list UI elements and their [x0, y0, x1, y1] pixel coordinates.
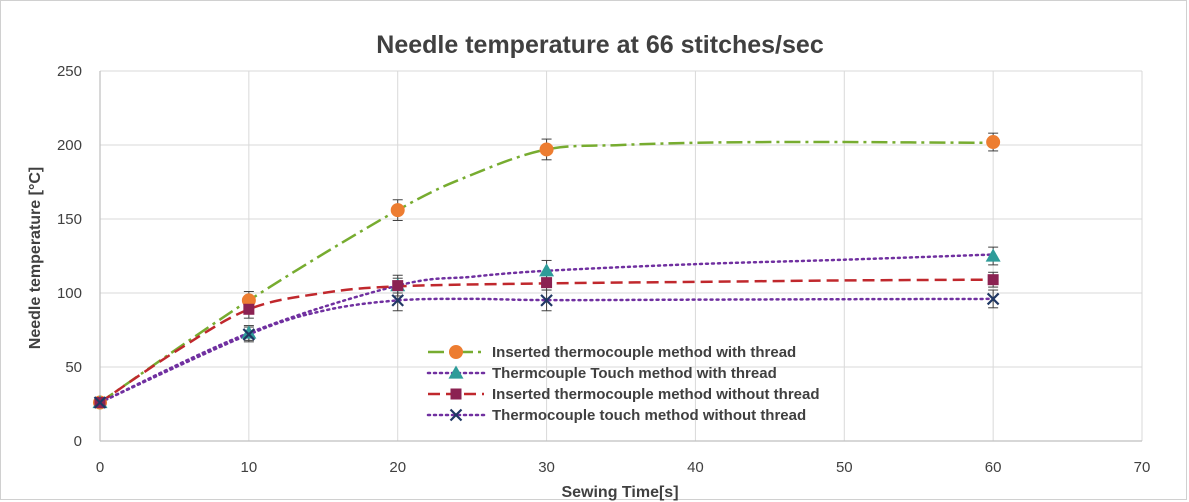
- x-tick-label: 70: [1134, 459, 1151, 476]
- data-point-s1-1: [241, 325, 257, 339]
- x-tick-labels: 0 10 20 30 40 50 60 70: [96, 459, 1151, 476]
- y-tick-label: 0: [74, 433, 82, 450]
- y-tick-label: 250: [57, 63, 82, 80]
- legend-label-0: Inserted thermocouple method with thread: [492, 344, 796, 361]
- y-tick-label: 50: [65, 359, 82, 376]
- legend-marker-0: [449, 345, 463, 359]
- y-tick-labels: 0 50 100 150 200 250: [57, 63, 82, 450]
- chart-title: Needle temperature at 66 stitches/sec: [376, 31, 824, 59]
- data-point-s2-3: [541, 277, 553, 289]
- x-marker-stroke: [986, 292, 1000, 306]
- data-point-s0-2: [390, 203, 405, 218]
- data-point-s3-3: [540, 294, 553, 307]
- x-marker-stroke: [449, 408, 463, 422]
- y-axis-title: Needle temperature [°C]: [27, 167, 44, 349]
- x-tick-label: 0: [96, 459, 104, 476]
- series-markers: [92, 135, 1001, 410]
- x-tick-label: 30: [538, 459, 555, 476]
- x-tick-label: 40: [687, 459, 704, 476]
- x-axis-title: Sewing Time[s]: [561, 484, 678, 501]
- data-point-s3-4: [986, 292, 1000, 306]
- x-marker-stroke: [93, 396, 107, 409]
- x-marker-stroke: [540, 294, 553, 307]
- x-tick-label: 10: [241, 459, 258, 476]
- axes: [99, 71, 1142, 442]
- legend-marker-1: [448, 365, 464, 379]
- data-point-s3-0: [93, 396, 107, 409]
- x-tick-label: 60: [985, 459, 1002, 476]
- legend-marker-3: [449, 408, 463, 422]
- x-marker-stroke: [242, 328, 256, 341]
- x-tick-label: 20: [389, 459, 406, 476]
- series-line-1: [98, 253, 995, 404]
- gridlines: [100, 70, 1143, 441]
- data-point-s3-1: [242, 328, 256, 341]
- series-line-2: [99, 278, 994, 404]
- y-tick-label: 100: [57, 285, 82, 302]
- x-tick-label: 50: [836, 459, 853, 476]
- y-tick-label: 150: [57, 211, 82, 228]
- series-line-0: [99, 140, 994, 404]
- data-point-s2-4: [987, 274, 999, 286]
- legend-label-1: Thermcouple Touch method with thread: [492, 365, 777, 382]
- data-point-s3-2: [391, 294, 404, 307]
- data-point-s0-3: [539, 142, 554, 157]
- data-point-s0-4: [986, 135, 1001, 150]
- data-point-s2-2: [392, 280, 404, 292]
- legend-label-3: Thermocouple touch method without thread: [492, 407, 806, 424]
- y-tick-label: 200: [57, 137, 82, 154]
- legend-marker-2: [450, 388, 462, 400]
- legend-label-2: Inserted thermocouple method without thr…: [492, 386, 820, 403]
- data-point-s1-3: [539, 263, 555, 277]
- data-point-s2-1: [243, 303, 255, 315]
- series-lines: [98, 140, 995, 404]
- series-line-3: [98, 297, 995, 404]
- x-marker-stroke: [391, 294, 404, 307]
- legend: Inserted thermocouple method with thread…: [426, 344, 820, 424]
- data-point-s1-4: [985, 248, 1001, 262]
